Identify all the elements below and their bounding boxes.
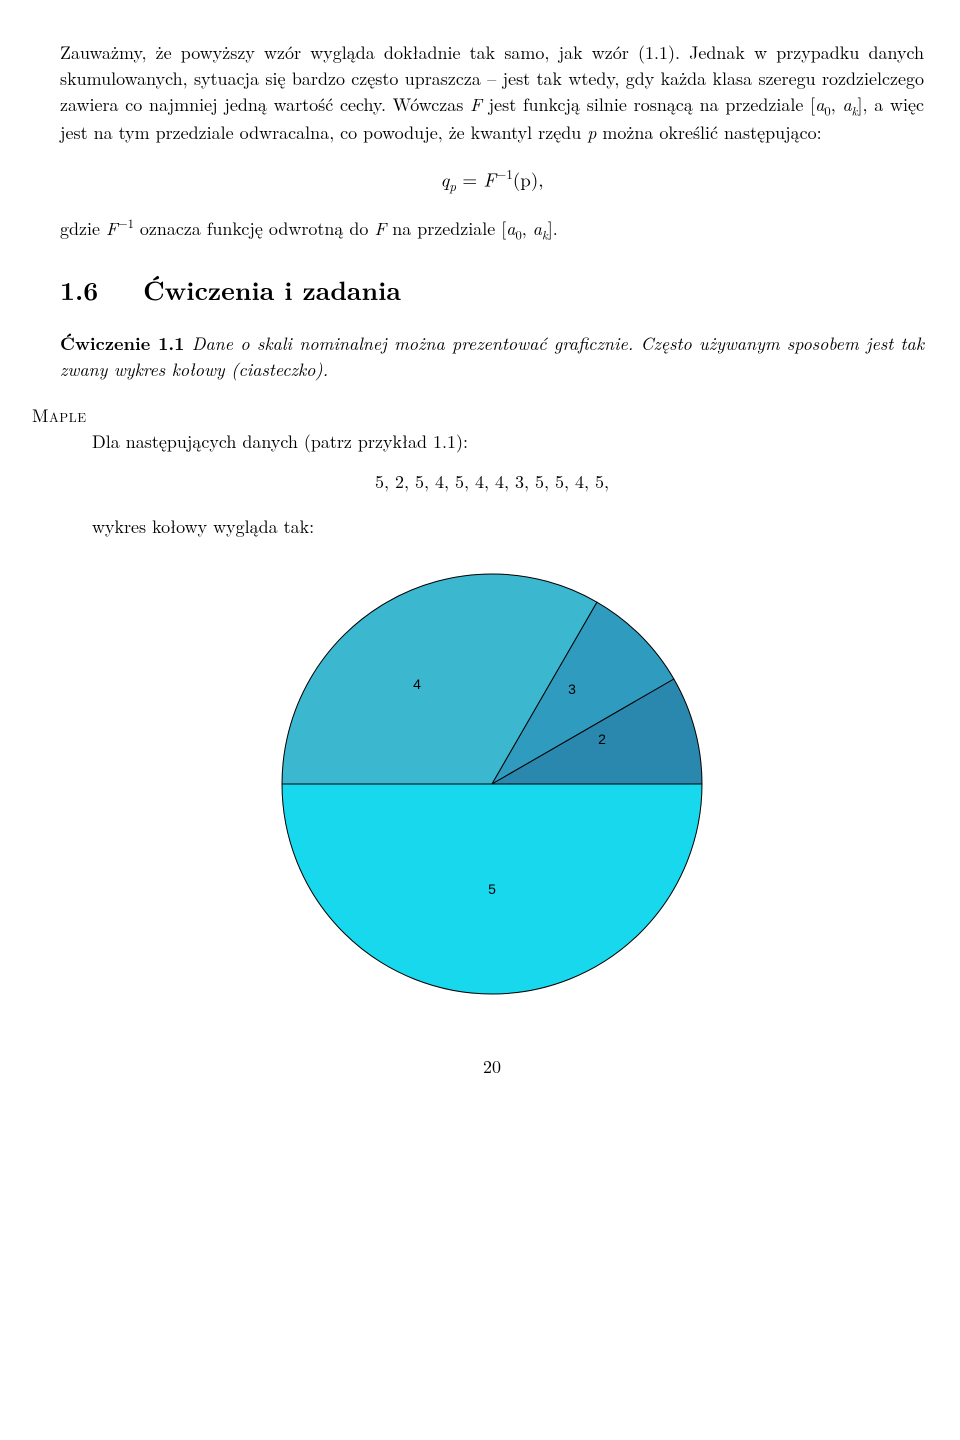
paragraph-2: gdzie F−1 oznacza funkcję odwrotną do F … <box>60 214 924 244</box>
pie-label-5: 5 <box>488 881 496 897</box>
paragraph-1: Zauważmy, że powyższy wzór wygląda dokła… <box>60 40 924 146</box>
data-sequence: 5, 2, 5, 4, 5, 4, 4, 3, 5, 5, 4, 5, <box>60 469 924 495</box>
chart-caption: wykres kołowy wygląda tak: <box>92 514 924 540</box>
pie-label-4: 4 <box>413 676 421 692</box>
pie-chart-svg: 4 3 2 5 <box>262 554 722 1014</box>
page-number: 20 <box>60 1054 924 1080</box>
pie-label-2: 2 <box>598 731 606 747</box>
section-heading: 1.6 Ćwiczenia i zadania <box>60 271 924 309</box>
pie-chart: 4 3 2 5 <box>60 554 924 1014</box>
maple-label: Maple Dla następujących danych (patrz pr… <box>60 403 924 455</box>
equation-quantile: qp = F−1(p), <box>60 164 924 195</box>
pie-label-3: 3 <box>568 681 576 697</box>
exercise-1-1: Ćwiczenie 1.1 Dane o skali nominalnej mo… <box>60 331 924 383</box>
